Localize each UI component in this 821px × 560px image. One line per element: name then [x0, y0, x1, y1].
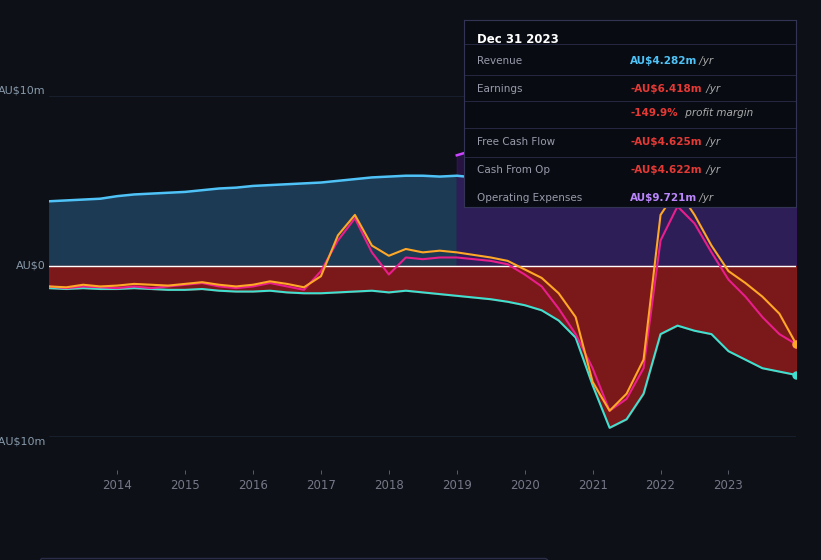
Text: Dec 31 2023: Dec 31 2023 [477, 32, 559, 46]
Text: -149.9%: -149.9% [631, 109, 678, 118]
Text: Revenue: Revenue [477, 56, 522, 66]
Text: /yr: /yr [704, 165, 720, 175]
Text: AU$9.721m: AU$9.721m [631, 193, 697, 203]
Text: /yr: /yr [696, 193, 713, 203]
Legend: Revenue, Earnings, Free Cash Flow, Cash From Op, Operating Expenses: Revenue, Earnings, Free Cash Flow, Cash … [40, 558, 547, 560]
Text: Cash From Op: Cash From Op [477, 165, 550, 175]
Text: -AU$6.418m: -AU$6.418m [631, 84, 702, 94]
Text: /yr: /yr [704, 137, 720, 147]
Text: Operating Expenses: Operating Expenses [477, 193, 582, 203]
Text: profit margin: profit margin [682, 109, 754, 118]
Text: -AU$4.622m: -AU$4.622m [631, 165, 702, 175]
Text: AU$0: AU$0 [16, 261, 45, 271]
Text: -AU$4.625m: -AU$4.625m [631, 137, 702, 147]
Text: /yr: /yr [696, 56, 713, 66]
Text: /yr: /yr [704, 84, 720, 94]
Text: -AU$10m: -AU$10m [0, 436, 45, 446]
Text: Free Cash Flow: Free Cash Flow [477, 137, 555, 147]
Text: AU$10m: AU$10m [0, 86, 45, 96]
Text: Earnings: Earnings [477, 84, 523, 94]
Text: AU$4.282m: AU$4.282m [631, 56, 698, 66]
